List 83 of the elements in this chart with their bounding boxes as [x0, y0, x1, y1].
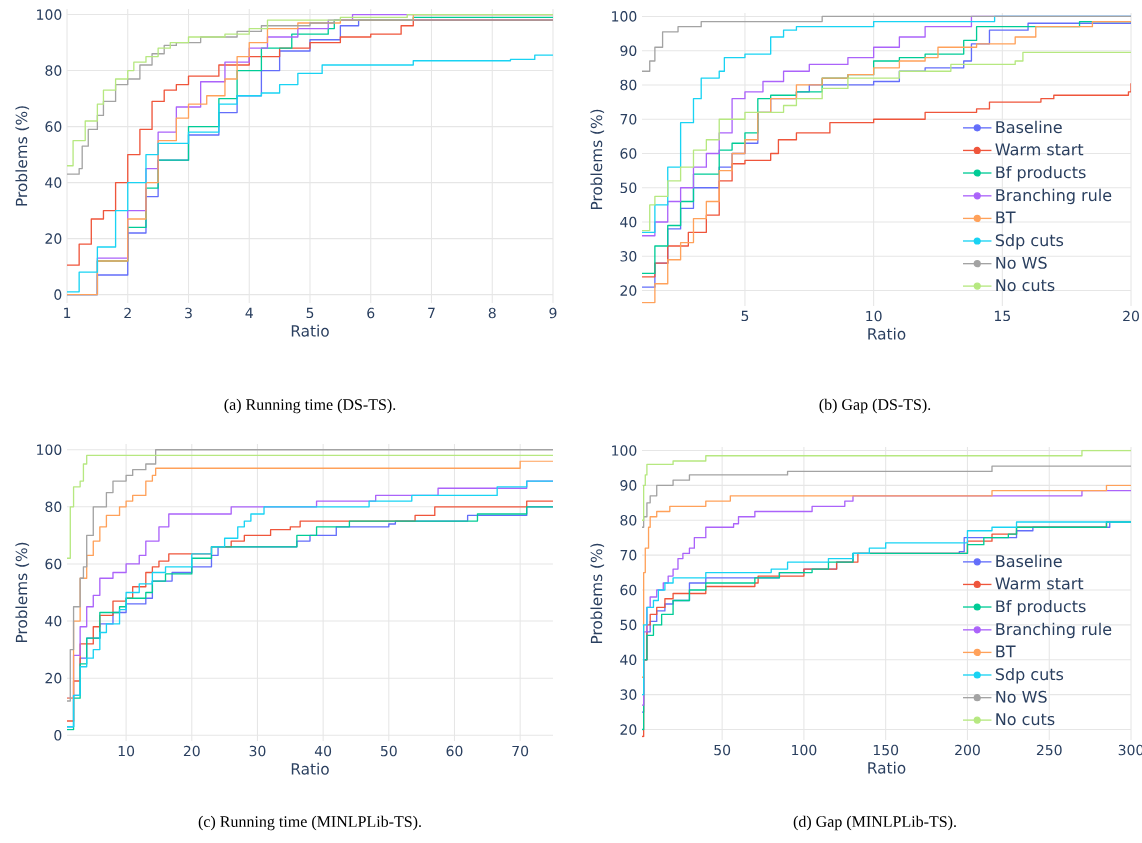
x-tick-label: 7 — [428, 307, 435, 318]
legend-label: No cuts — [996, 279, 1055, 292]
x-axis-title: Ratio — [868, 761, 906, 774]
x-axis-title: Ratio — [291, 324, 329, 337]
x-tick-label: 100 — [792, 744, 817, 756]
y-tick-label: 0 — [54, 289, 62, 300]
y-tick-label: 20 — [45, 233, 62, 244]
legend-label: No WS — [996, 256, 1047, 269]
y-tick-label: 40 — [620, 654, 637, 666]
y-tick-label: 60 — [620, 148, 637, 159]
legend-label: Bf products — [996, 599, 1086, 616]
y-axis-title: Problems (%) — [15, 106, 30, 206]
legend-label: Bf products — [996, 165, 1086, 182]
legend-label: No cuts — [996, 713, 1055, 726]
y-tick-label: 70 — [620, 549, 637, 561]
text: (d) Gap (MINLPLib-TS). — [793, 815, 956, 831]
y-tick-label: 0 — [54, 729, 62, 741]
text: (a) Running time (DS-TS). — [224, 398, 396, 414]
x-tick-label: 10 — [866, 310, 882, 322]
x-tick-label: 50 — [714, 744, 731, 756]
x-tick-label: 2 — [124, 307, 131, 319]
x-tick-label: 150 — [873, 744, 899, 756]
x-tick-label: 20 — [183, 745, 200, 757]
legend-label: No WS — [996, 690, 1047, 703]
y-tick-label: 60 — [45, 558, 62, 570]
x-tick-label: 15 — [994, 310, 1010, 322]
y-tick-label: 80 — [620, 79, 637, 91]
y-tick-label: 20 — [620, 285, 637, 296]
x-tick-label: 3 — [185, 307, 192, 319]
x-tick-label: 40 — [314, 745, 332, 757]
legend-label: Branching rule — [996, 622, 1112, 639]
x-axis-title: Ratio — [291, 762, 329, 775]
x-tick-label: 8 — [488, 307, 496, 319]
y-tick-label: 40 — [45, 615, 62, 627]
y-tick-label: 30 — [620, 251, 637, 262]
x-tick-label: 5 — [741, 310, 749, 322]
legend-label: Branching rule — [996, 188, 1112, 205]
x-tick-label: 20 — [1123, 310, 1139, 322]
x-tick-label: 10 — [118, 745, 135, 757]
legend-label: Sdp cuts — [995, 667, 1064, 684]
y-tick-label: 60 — [45, 121, 62, 132]
y-tick-label: 100 — [612, 11, 637, 22]
x-tick-label: 4 — [245, 307, 253, 318]
y-tick-label: 100 — [37, 9, 62, 20]
y-axis-title: Problems (%) — [15, 542, 30, 643]
y-axis-title: Problems (%) — [590, 109, 605, 210]
x-tick-label: 70 — [512, 745, 529, 757]
y-tick-label: 100 — [37, 444, 62, 455]
y-tick-label: 50 — [620, 619, 637, 631]
x-tick-label: 5 — [306, 307, 314, 319]
y-tick-label: 50 — [620, 182, 637, 194]
x-tick-label: 200 — [955, 744, 980, 756]
legend-label: Sdp cuts — [995, 233, 1064, 250]
legend-label: Warm start — [995, 577, 1084, 590]
x-tick-label: 6 — [367, 307, 375, 319]
text: (b) Gap (DS-TS). — [819, 398, 931, 414]
text: (c) Running time (MINLPLib-TS). — [198, 815, 421, 831]
x-axis-title: Ratio — [868, 327, 906, 340]
legend-label: Warm start — [995, 143, 1084, 156]
y-tick-label: 20 — [620, 724, 637, 735]
y-tick-label: 80 — [620, 514, 637, 526]
legend-label: BT — [996, 645, 1016, 658]
y-tick-label: 40 — [620, 216, 637, 228]
y-tick-label: 80 — [45, 65, 62, 76]
legend-label: Baseline — [996, 120, 1062, 134]
y-tick-label: 70 — [620, 113, 637, 125]
y-tick-label: 90 — [620, 480, 637, 491]
y-tick-label: 90 — [620, 45, 637, 56]
x-tick-label: 30 — [249, 745, 266, 757]
x-tick-label: 60 — [446, 745, 463, 757]
y-tick-label: 60 — [620, 584, 637, 596]
legend-label: Baseline — [996, 554, 1062, 568]
x-tick-label: 250 — [1036, 744, 1062, 756]
y-tick-label: 40 — [45, 177, 62, 188]
x-tick-label: 1 — [64, 307, 71, 318]
x-tick-label: 50 — [380, 745, 397, 757]
y-tick-label: 80 — [45, 501, 62, 513]
x-tick-label: 9 — [549, 307, 557, 319]
y-tick-label: 100 — [612, 445, 637, 456]
y-tick-label: 30 — [620, 689, 637, 700]
y-tick-label: 20 — [45, 672, 62, 684]
legend-label: BT — [996, 211, 1016, 224]
y-axis-title: Problems (%) — [590, 543, 605, 644]
